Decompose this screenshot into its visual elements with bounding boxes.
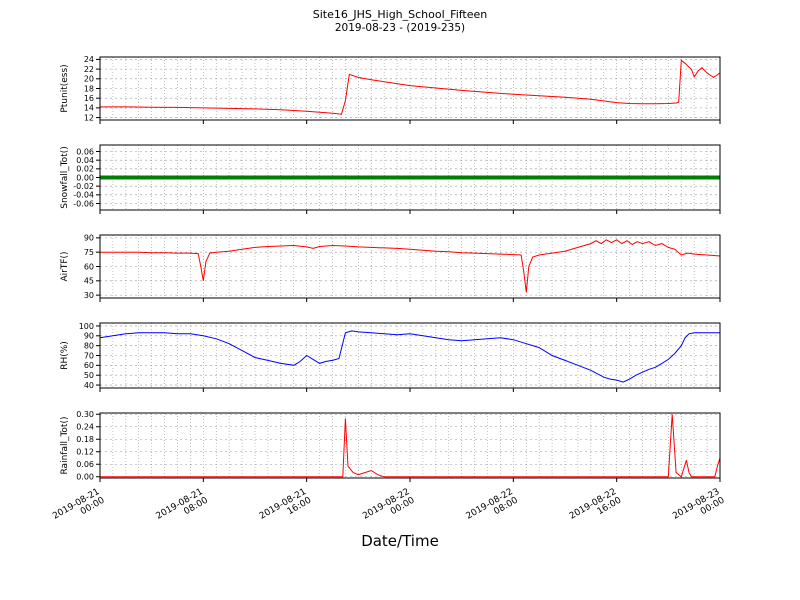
y-tick-label: -0.02: [73, 182, 94, 191]
y-tick-label: 70: [84, 351, 94, 360]
y-tick-label: 50: [84, 371, 94, 380]
chart-panel: 0.00 0.06 0.12 0.18 0.24 0.30 Rainfall_Tot(): [60, 410, 721, 482]
y-tick-label: 0.04: [76, 156, 94, 165]
y-tick-label: 45: [84, 277, 94, 286]
y-tick-label: 60: [84, 361, 94, 370]
y-tick-label: 0.18: [76, 435, 94, 444]
y-tick-label: 0.06: [76, 460, 94, 469]
x-tick-label: 2019-08-2116:00: [258, 487, 314, 531]
y-tick-label: 16: [84, 94, 94, 103]
y-tick-label: 0.02: [76, 165, 94, 174]
data-series-line: [100, 414, 721, 478]
y-tick-label: 60: [84, 262, 94, 271]
data-series-line: [100, 239, 721, 293]
data-series-line: [99, 330, 720, 383]
x-axis-label: Date/Time: [361, 532, 439, 550]
y-tick-label: 12: [84, 113, 94, 122]
x-tick-label: 2019-08-2216:00: [568, 487, 624, 531]
y-tick-label: -0.06: [73, 199, 94, 208]
y-tick-label: 0.24: [76, 423, 94, 432]
y-tick-label: 22: [84, 65, 94, 74]
y-tick-label: 80: [84, 341, 94, 350]
y-axis-label: Ptunit(ess): [60, 64, 70, 112]
y-axis-label: Snowfall_Tot(): [60, 146, 70, 209]
y-tick-label: 90: [84, 234, 94, 243]
y-tick-label: 0.06: [76, 147, 94, 156]
chart-panel: -0.06-0.04-0.020.000.020.040.06 Snowfall_…: [60, 144, 721, 214]
y-tick-label: 100: [79, 322, 94, 331]
y-tick-label: 20: [84, 75, 94, 84]
y-tick-label: 18: [84, 84, 94, 93]
y-tick-label: 75: [84, 248, 94, 257]
data-series-line: [100, 59, 721, 115]
y-axis-label: RH(%): [60, 341, 70, 370]
y-tick-label: 30: [84, 291, 94, 300]
y-tick-label: 0.00: [76, 473, 94, 482]
y-tick-label: -0.04: [73, 191, 94, 200]
x-tick-label: 2019-08-2100:00: [51, 487, 107, 531]
chart-panel: 30 45 60 75 90 AirTF(): [60, 234, 721, 302]
y-tick-label: 0.30: [76, 410, 94, 419]
y-tick-label: 0.00: [76, 173, 94, 182]
y-tick-label: 24: [84, 55, 94, 64]
y-tick-label: 40: [84, 381, 94, 390]
y-axis-label: AirTF(): [60, 251, 70, 281]
y-tick-label: 14: [84, 104, 94, 113]
x-tick-label: 2019-08-2108:00: [155, 487, 211, 531]
chart-title: Site16_JHS_High_School_Fifteen: [312, 8, 488, 21]
x-tick-label: 2019-08-2200:00: [361, 487, 417, 531]
y-tick-label: 0.12: [76, 448, 94, 457]
y-axis-label: Rainfall_Tot(): [60, 417, 70, 475]
y-tick-label: 90: [84, 332, 94, 341]
x-tick-label: 2019-08-2208:00: [465, 487, 521, 531]
chart-subtitle: 2019-08-23 - (2019-235): [334, 22, 466, 34]
x-tick-label: 2019-08-2300:00: [671, 487, 727, 531]
